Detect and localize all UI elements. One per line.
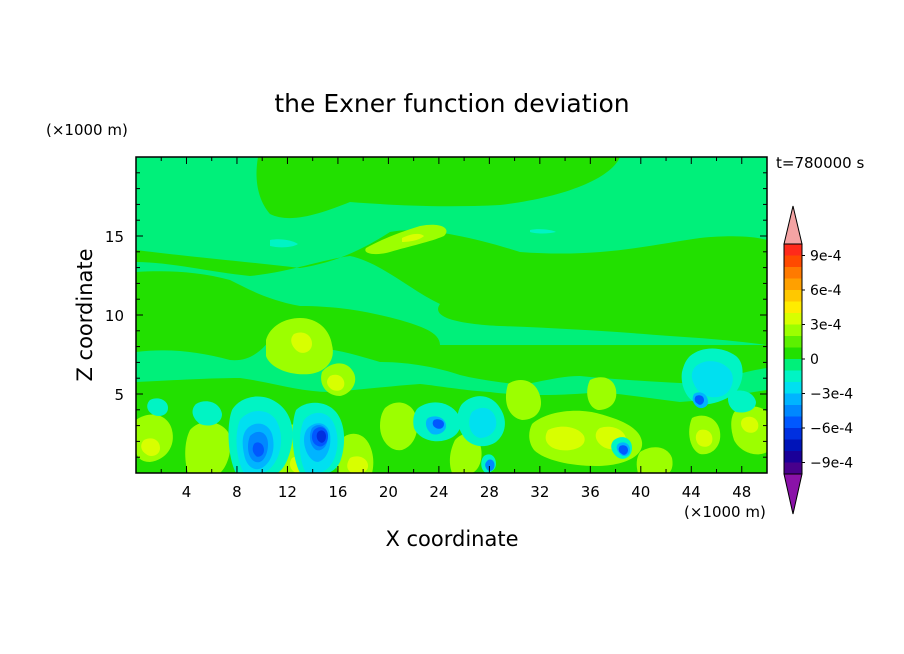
x-tick-label: 40: [631, 483, 650, 501]
colorbar-swatch: [784, 405, 802, 417]
x-tick-label: 32: [530, 483, 549, 501]
x-tick-label: 48: [732, 483, 751, 501]
colorbar-tick-label: 9e-4: [810, 249, 842, 265]
colorbar-tick-label: 3e-4: [810, 318, 842, 334]
colorbar-swatch: [784, 359, 802, 371]
colorbar-tick-label: −3e-4: [810, 387, 853, 403]
colorbar-swatch: [784, 416, 802, 429]
colorbar-swatch: [784, 393, 802, 406]
y-axis-ticks: 5 10 15: [105, 172, 767, 458]
colorbar-swatch: [784, 324, 802, 337]
x-tick-label: 4: [182, 483, 192, 501]
x-tick-label: 24: [429, 483, 448, 501]
x-axis-label: X coordinate: [385, 527, 518, 551]
colorbar-tick-label: −9e-4: [810, 456, 853, 472]
colorbar-swatch: [784, 428, 802, 440]
y-tick-label: 10: [105, 307, 124, 325]
colorbar-swatch: [784, 347, 802, 360]
colorbar-swatch: [784, 451, 802, 463]
x-tick-label: 44: [682, 483, 701, 501]
colorbar-swatch: [784, 267, 802, 279]
colorbar-swatch: [784, 382, 802, 394]
y-tick-label: 15: [105, 228, 124, 246]
colorbar-over-triangle: [783, 205, 803, 245]
x-unit-label: (×1000 m): [684, 503, 766, 521]
colorbar: 9e-4 6e-4 3e-4 0 −3e-4 −6e-4 −9e-4: [783, 205, 853, 515]
colorbar-swatch: [784, 336, 802, 348]
colorbar-swatch: [784, 255, 802, 268]
x-axis-ticks: 4 8 12 16 20 24 28 32 36 40 44 48: [160, 157, 751, 501]
chart-title: the Exner function deviation: [274, 89, 629, 118]
colorbar-tick-label: −6e-4: [810, 421, 853, 437]
x-tick-label: 36: [581, 483, 600, 501]
colorbar-swatch: [784, 439, 802, 452]
colorbar-swatch: [784, 462, 802, 475]
x-tick-label: 20: [379, 483, 398, 501]
colorbar-swatch: [784, 290, 802, 302]
colorbar-swatch: [784, 313, 802, 325]
colorbar-swatch: [784, 301, 802, 314]
colorbar-under-triangle: [783, 473, 803, 515]
time-label: t=780000 s: [776, 154, 864, 172]
x-tick-label: 28: [480, 483, 499, 501]
contour-field: [136, 157, 767, 473]
x-tick-label: 12: [278, 483, 297, 501]
colorbar-swatch: [784, 370, 802, 383]
colorbar-swatch: [784, 244, 802, 256]
y-tick-label: 5: [114, 386, 124, 404]
x-tick-label: 16: [328, 483, 347, 501]
y-axis-label: Z coordinate: [73, 248, 97, 381]
x-tick-label: 8: [232, 483, 242, 501]
colorbar-tick-label: 6e-4: [810, 283, 842, 299]
y-unit-label: (×1000 m): [46, 121, 128, 139]
colorbar-tick-label: 0: [810, 352, 819, 368]
colorbar-swatch: [784, 278, 802, 291]
